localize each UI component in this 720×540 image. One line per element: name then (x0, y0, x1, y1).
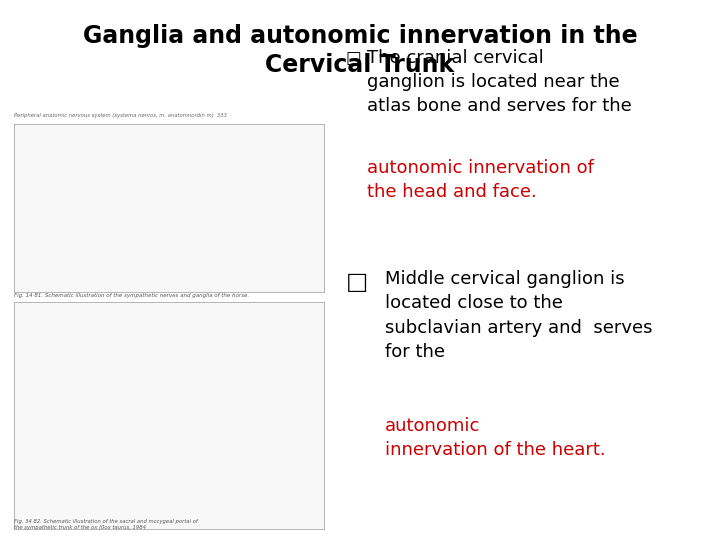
Text: Middle cervical ganglion is
located close to the
subclavian artery and  serves
f: Middle cervical ganglion is located clos… (385, 270, 653, 361)
Text: □: □ (346, 270, 368, 294)
Text: The cranial cervical
ganglion is located near the
atlas bone and serves for the: The cranial cervical ganglion is located… (367, 49, 632, 115)
Text: Peripheral anatomic nervous system (systema nervos, m. anatomnordin m)  333: Peripheral anatomic nervous system (syst… (14, 113, 228, 118)
Text: Fig. 14 81. Schematic illustration of the sympathetic nerves and ganglia of the : Fig. 14 81. Schematic illustration of th… (14, 293, 250, 298)
Text: Ganglia and autonomic innervation in the
Cervical Trunk: Ganglia and autonomic innervation in the… (83, 24, 637, 77)
Text: autonomic
innervation of the heart.: autonomic innervation of the heart. (385, 417, 606, 459)
Text: autonomic innervation of
the head and face.: autonomic innervation of the head and fa… (367, 159, 594, 201)
Text: □: □ (346, 49, 361, 66)
Text: Fig. 34 82. Schematic illustration of the sacral and mccygeal portal of
the symp: Fig. 34 82. Schematic illustration of th… (14, 519, 198, 530)
